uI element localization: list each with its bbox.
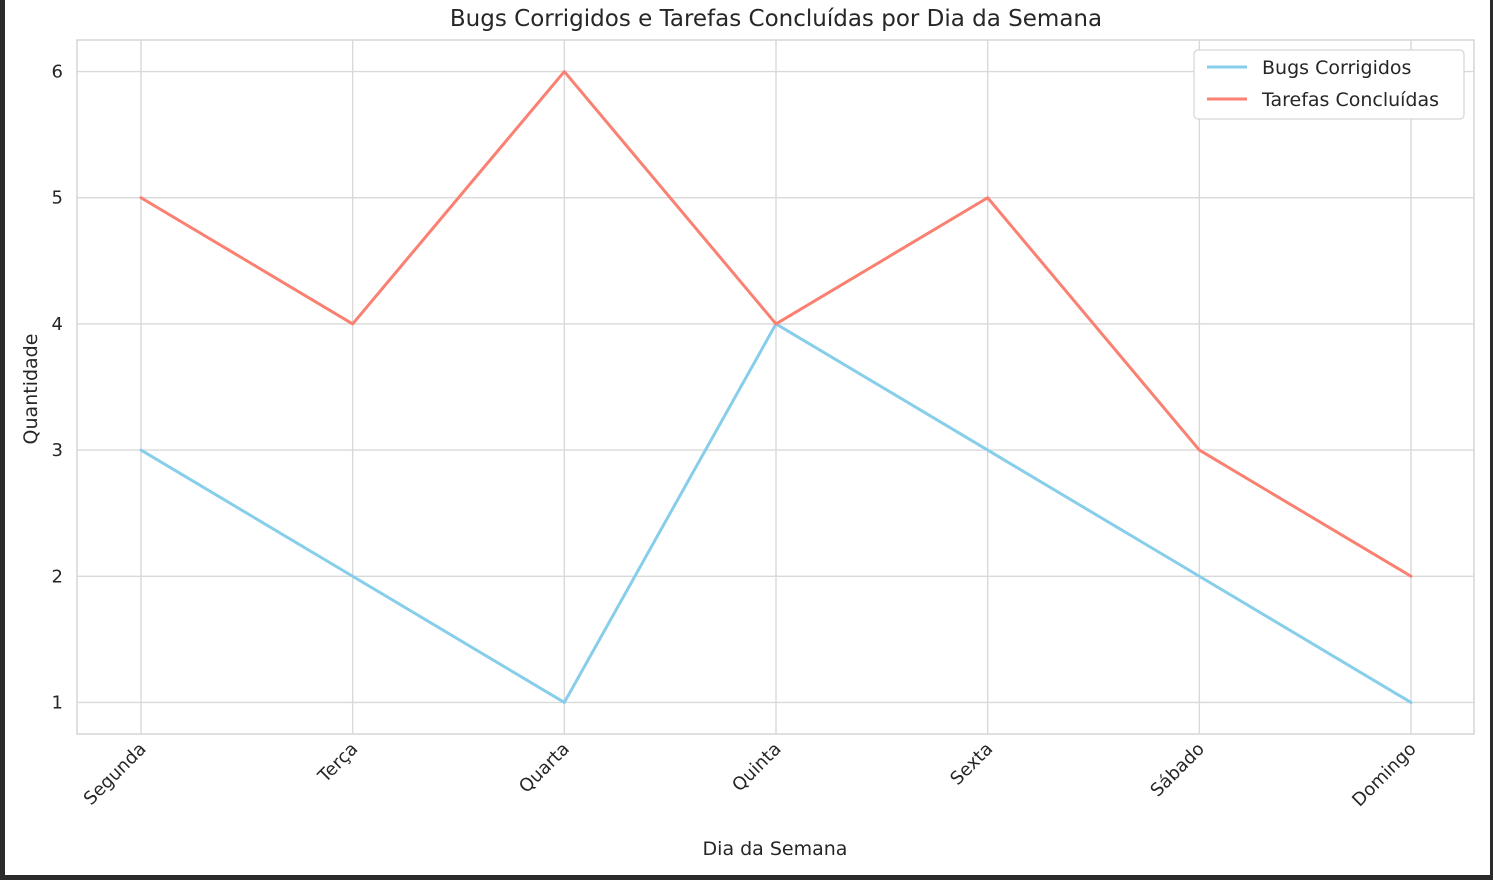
- line-chart: Bugs Corrigidos e Tarefas Concluídas por…: [20, 6, 1475, 860]
- y-tick-label: 3: [52, 440, 63, 461]
- figure: Bugs Corrigidos e Tarefas Concluídas por…: [5, 0, 1490, 875]
- y-tick-label: 2: [52, 566, 63, 587]
- legend-label-2: Tarefas Concluídas: [1261, 89, 1439, 111]
- x-tick-label: Sábado: [1146, 739, 1208, 801]
- y-tick-label: 1: [52, 692, 63, 713]
- x-tick-label: Domingo: [1348, 739, 1420, 811]
- x-tick-label: Sexta: [946, 739, 997, 790]
- x-tick-label: Terça: [313, 739, 362, 788]
- x-tick-label: Segunda: [80, 739, 151, 810]
- chart-title: Bugs Corrigidos e Tarefas Concluídas por…: [450, 6, 1102, 32]
- grid-lines: [77, 40, 1474, 734]
- series-lines: [139, 70, 1413, 704]
- x-tick-label: Quinta: [728, 739, 785, 796]
- x-ticks: Segunda Terça Quarta Quinta Sexta Sábado Domin…: [80, 739, 1421, 811]
- legend-box: [1193, 49, 1465, 120]
- y-axis-label: Quantidade: [20, 334, 42, 445]
- series-line-2: [139, 70, 1413, 578]
- legend: Bugs Corrigidos Tarefas Concluídas: [1193, 49, 1465, 120]
- y-tick-label: 6: [52, 62, 63, 83]
- y-tick-label: 5: [52, 188, 63, 209]
- x-axis-label: Dia da Semana: [703, 838, 848, 860]
- legend-label-1: Bugs Corrigidos: [1262, 57, 1411, 79]
- x-tick-label: Quarta: [515, 739, 574, 798]
- y-tick-label: 4: [52, 314, 63, 335]
- y-ticks: 1 2 3 4 5 6: [52, 62, 63, 714]
